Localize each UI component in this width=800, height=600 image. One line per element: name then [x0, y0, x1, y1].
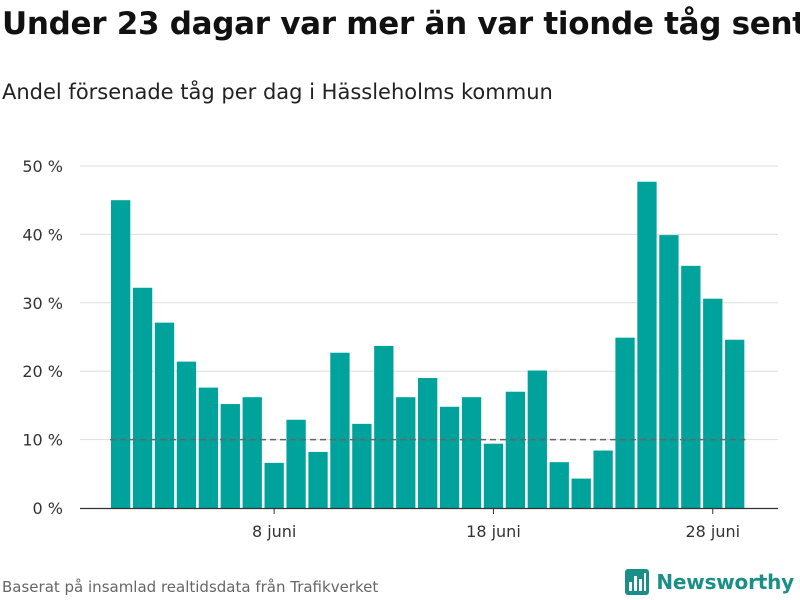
- y-axis-ticks: 0 % 10 % 20 % 30 % 40 % 50 %: [22, 157, 63, 518]
- newsworthy-logo-icon: [625, 569, 650, 595]
- bar-day-27: [681, 265, 701, 508]
- bar-day-4: [176, 361, 197, 508]
- bars: [111, 181, 745, 509]
- chart-subtitle: Andel försenade tåg per dag i Hässleholm…: [2, 80, 553, 104]
- bar-day-14: [396, 397, 416, 508]
- bar-day-11: [330, 352, 350, 508]
- bar-day-1: [111, 200, 131, 508]
- bar-day-24: [615, 337, 635, 508]
- bar-day-29: [725, 339, 745, 508]
- x-tick-label: 8 juni: [252, 522, 296, 541]
- bar-day-7: [242, 397, 262, 508]
- y-tick-label: 50 %: [22, 157, 63, 176]
- chart-title: Under 23 dagar var mer än var tionde tåg…: [2, 6, 800, 42]
- y-tick-label: 0 %: [33, 499, 63, 518]
- y-tick-label: 30 %: [22, 294, 63, 313]
- bar-day-5: [198, 387, 219, 508]
- bar-day-9: [286, 419, 306, 508]
- bar-day-21: [549, 462, 569, 508]
- brand-name: Newsworthy: [656, 570, 794, 594]
- bar-day-18: [483, 443, 504, 508]
- bar-day-8: [264, 462, 284, 508]
- brand-logo: Newsworthy: [625, 569, 794, 595]
- x-tick-label: 28 juni: [685, 522, 740, 541]
- bar-day-22: [571, 478, 591, 508]
- bar-day-28: [703, 298, 723, 508]
- bar-day-20: [527, 370, 547, 508]
- bar-day-15: [418, 378, 438, 508]
- y-tick-label: 40 %: [22, 225, 63, 244]
- bar-day-12: [352, 423, 372, 508]
- bar-day-19: [505, 391, 526, 508]
- bar-day-23: [593, 450, 613, 508]
- bar-day-16: [439, 406, 460, 508]
- bar-day-2: [132, 287, 153, 508]
- source-note: Baserat på insamlad realtidsdata från Tr…: [2, 578, 379, 596]
- bar-day-6: [220, 404, 240, 508]
- bar-day-17: [461, 397, 482, 508]
- y-tick-label: 20 %: [22, 362, 63, 381]
- y-tick-label: 10 %: [22, 431, 63, 450]
- bar-day-10: [308, 451, 328, 508]
- bar-day-13: [374, 345, 394, 508]
- x-tick-label: 18 juni: [466, 522, 521, 541]
- bar-day-26: [659, 235, 679, 509]
- x-axis-ticks: 8 juni 18 juni 28 juni: [252, 508, 740, 541]
- bar-day-3: [154, 322, 175, 508]
- bar-day-25: [637, 181, 657, 508]
- bar-chart: 0 % 10 % 20 % 30 % 40 % 50 % 8 juni 18 juni 28 …: [22, 157, 778, 541]
